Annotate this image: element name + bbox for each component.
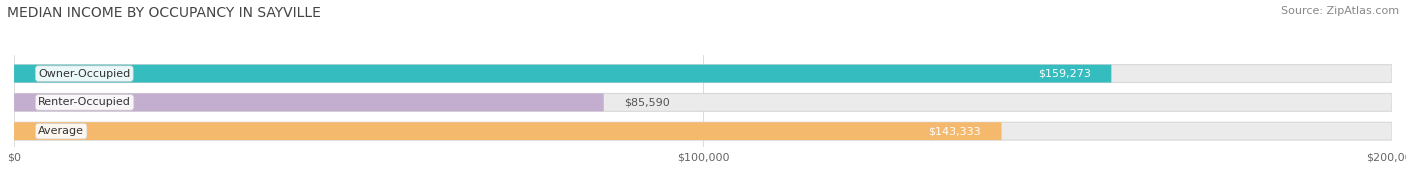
FancyBboxPatch shape — [14, 93, 603, 111]
Text: $159,273: $159,273 — [1038, 69, 1091, 79]
Text: Source: ZipAtlas.com: Source: ZipAtlas.com — [1281, 6, 1399, 16]
Text: $143,333: $143,333 — [928, 126, 981, 136]
FancyBboxPatch shape — [14, 65, 1392, 83]
Text: Average: Average — [38, 126, 84, 136]
FancyBboxPatch shape — [14, 65, 1111, 83]
FancyBboxPatch shape — [14, 93, 1392, 111]
FancyBboxPatch shape — [14, 122, 1001, 140]
FancyBboxPatch shape — [14, 122, 1392, 140]
Text: Renter-Occupied: Renter-Occupied — [38, 97, 131, 107]
Text: Owner-Occupied: Owner-Occupied — [38, 69, 131, 79]
Text: MEDIAN INCOME BY OCCUPANCY IN SAYVILLE: MEDIAN INCOME BY OCCUPANCY IN SAYVILLE — [7, 6, 321, 20]
Text: $85,590: $85,590 — [624, 97, 671, 107]
